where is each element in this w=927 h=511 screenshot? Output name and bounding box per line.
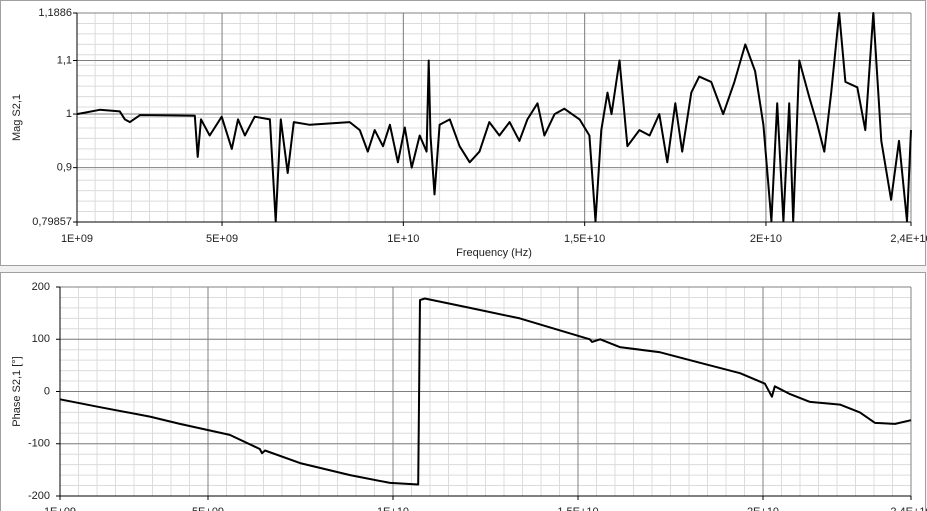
- x-tick-label: 5E+09: [192, 506, 224, 511]
- y-tick-label: -200: [28, 490, 50, 502]
- y-tick-label: 1,1886: [38, 7, 72, 19]
- y-tick-label: 1: [66, 108, 72, 120]
- y-axis-label: Phase S2,1 [°]: [11, 356, 23, 426]
- y-tick-label: -100: [28, 438, 50, 450]
- y-tick-label: 0,79857: [32, 216, 72, 228]
- x-tick-label: 1E+09: [44, 506, 76, 511]
- x-tick-label: 2,4E+10: [890, 233, 927, 245]
- x-tick-label: 1,5E+10: [564, 233, 605, 245]
- x-tick-label: 1E+10: [377, 506, 409, 511]
- y-tick-label: 0: [44, 385, 50, 397]
- line: [59, 297, 912, 486]
- x-tick-label: 5E+09: [206, 233, 238, 245]
- x-axis-label: Frequency (Hz): [456, 247, 532, 259]
- y-tick-label: 200: [32, 281, 50, 293]
- x-tick-label: 1E+10: [387, 233, 419, 245]
- y-tick-label: 100: [32, 333, 50, 345]
- x-tick-label: 1E+09: [61, 233, 93, 245]
- x-tick-label: 1,5E+10: [557, 506, 598, 511]
- x-tick-label: 2E+10: [747, 506, 779, 511]
- x-tick-label: 2E+10: [750, 233, 782, 245]
- y-tick-label: 0,9: [57, 162, 72, 174]
- line: [76, 12, 912, 223]
- x-tick-label: 2,4E+10: [890, 506, 927, 511]
- y-tick-label: 1,1: [57, 54, 72, 66]
- y-axis-label: Mag S2,1: [11, 94, 23, 141]
